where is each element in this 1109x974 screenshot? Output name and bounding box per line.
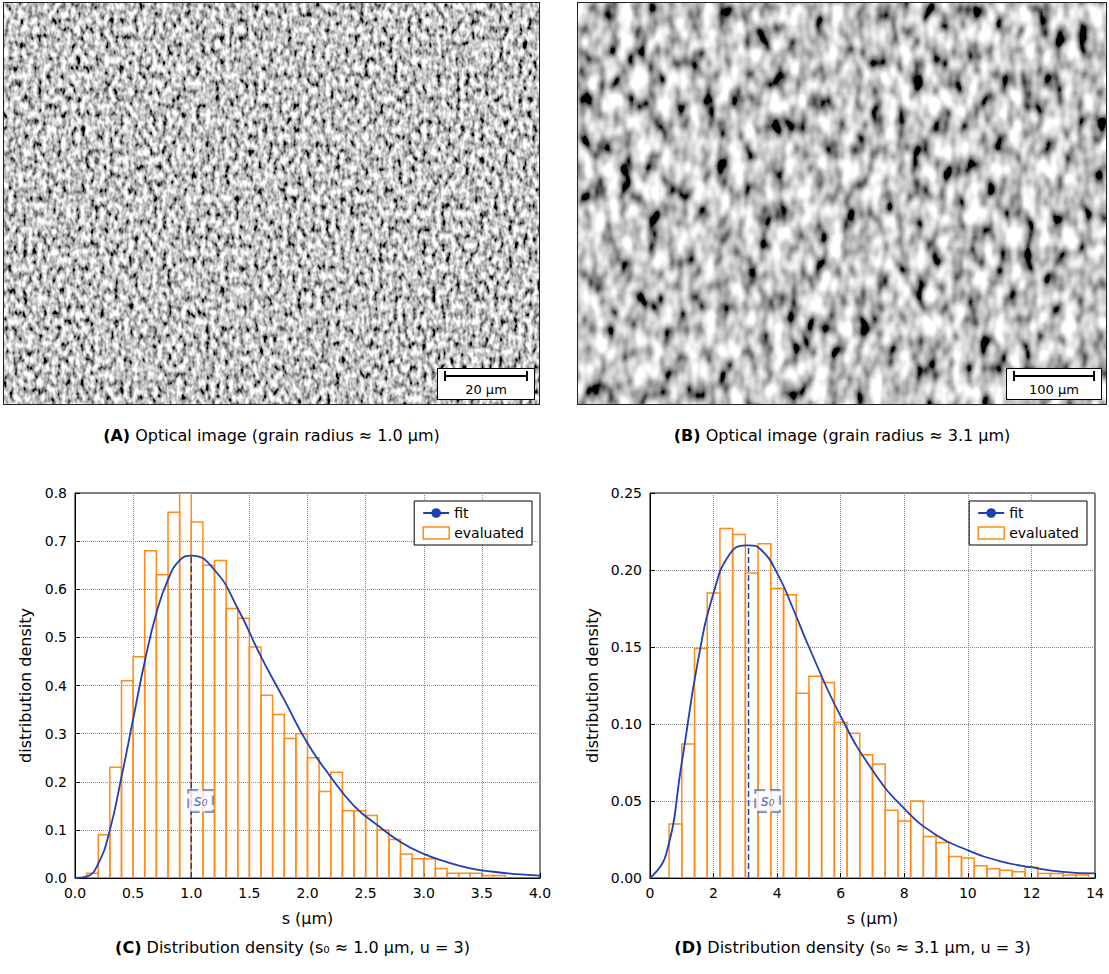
svg-text:0.25: 0.25 [611,485,642,501]
svg-text:0.1: 0.1 [45,822,67,838]
svg-text:0.5: 0.5 [45,629,67,645]
svg-text:Distribution density (s₀ ≈ 3.1: Distribution density (s₀ ≈ 3.1 µm, u = 3… [702,938,1030,957]
svg-text:(D): (D) [674,938,702,957]
svg-text:0.00: 0.00 [611,870,642,886]
svg-text:0.3: 0.3 [45,726,67,742]
svg-text:Distribution density (s₀ ≈ 1.0: Distribution density (s₀ ≈ 1.0 µm, u = 3… [141,938,469,957]
svg-text:10: 10 [959,885,977,901]
svg-text:4: 4 [773,885,782,901]
svg-text:0.0: 0.0 [45,870,67,886]
svg-text:0.6: 0.6 [45,581,67,597]
svg-text:0.8: 0.8 [45,485,67,501]
svg-text:0.0: 0.0 [64,885,86,901]
svg-text:12: 12 [1023,885,1041,901]
svg-text:8: 8 [900,885,909,901]
svg-text:s (µm): s (µm) [282,909,334,928]
svg-text:0.5: 0.5 [122,885,144,901]
svg-text:14: 14 [1086,885,1104,901]
svg-text:fit: fit [1009,505,1024,521]
svg-text:s₀: s₀ [194,792,208,810]
svg-text:0.20: 0.20 [611,562,642,578]
svg-text:1.0: 1.0 [180,885,202,901]
svg-text:2.0: 2.0 [296,885,318,901]
svg-text:0.10: 0.10 [611,716,642,732]
svg-text:0: 0 [646,885,655,901]
html-text:100 µm: 100 µm [1029,382,1079,397]
svg-text:distribution density: distribution density [583,608,602,763]
svg-text:4.0: 4.0 [529,885,551,901]
svg-text:3.0: 3.0 [413,885,435,901]
html-text:20 µm: 20 µm [465,382,507,397]
html-text:(A) Optical image (grain radiu: (A) Optical image (grain radius ≈ 1.0 µm… [103,426,440,445]
svg-text:6: 6 [836,885,845,901]
svg-text:0.7: 0.7 [45,533,67,549]
svg-text:0.2: 0.2 [45,774,67,790]
svg-text:fit: fit [454,505,469,521]
svg-text:0.15: 0.15 [611,639,642,655]
svg-text:evaluated: evaluated [454,525,524,541]
svg-text:evaluated: evaluated [1009,525,1079,541]
html-text:(B) Optical image (grain radiu: (B) Optical image (grain radius ≈ 3.1 µm… [673,426,1011,445]
svg-text:distribution density: distribution density [16,608,35,763]
svg-text:s (µm): s (µm) [847,909,899,928]
svg-text:3.5: 3.5 [471,885,493,901]
svg-text:1.5: 1.5 [238,885,260,901]
svg-text:(C): (C) [115,938,141,957]
svg-text:s₀: s₀ [761,792,775,810]
svg-text:0.05: 0.05 [611,793,642,809]
svg-text:0.4: 0.4 [45,678,67,694]
svg-text:2.5: 2.5 [354,885,376,901]
svg-text:2: 2 [709,885,718,901]
